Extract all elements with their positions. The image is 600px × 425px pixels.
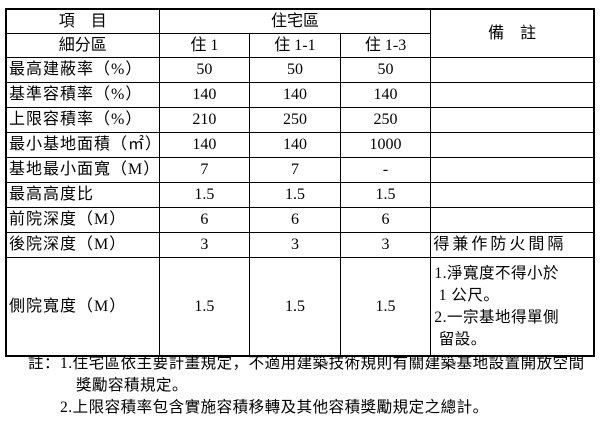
- table-row-max-far: 上限容積率（%） 210 250 250: [5, 107, 595, 133]
- cell-value: 1.5: [339, 257, 432, 357]
- table-row-rear-yard: 後院深度（M） 3 3 3 得兼作防火間隔: [5, 232, 595, 258]
- row-label: 最高高度比: [5, 182, 160, 208]
- cell-remark: 得兼作防火間隔: [430, 232, 595, 258]
- header-zone-group-cell: 住宅區: [158, 8, 432, 34]
- table-row-front-yard: 前院深度（M） 6 6 6: [5, 207, 595, 233]
- col-header-zone-1: 住 1: [158, 33, 251, 58]
- footnote-line-1: 註：1.住宅區依主要計畫規定，不適用建築技術規則有關建築基地設置開放空間: [28, 355, 585, 372]
- cell-value: 3: [339, 232, 432, 258]
- row-label: 後院深度（M）: [5, 232, 160, 258]
- cell-remark: 1.淨寬度不得小於 1 公尺。 2.一宗基地得單側 留設。: [430, 257, 595, 357]
- header-subdivision-cell: 細分區: [5, 33, 160, 58]
- cell-value: 1000: [339, 132, 432, 158]
- cell-value: 6: [339, 207, 432, 233]
- cell-value: -: [339, 157, 432, 183]
- cell-value: 140: [158, 82, 251, 108]
- row-label: 前院深度（M）: [5, 207, 160, 233]
- cell-value: 1.5: [249, 257, 341, 357]
- row-label: 側院寬度（M）: [5, 257, 160, 357]
- cell-remark: [430, 207, 595, 233]
- zoning-spec-table: 項 目 住宅區 備 註 細分區 住 1 住 1-1 住 1-3 最高建蔽率（%）…: [5, 8, 595, 357]
- cell-value: 6: [158, 207, 251, 233]
- cell-value: 50: [249, 57, 341, 83]
- row-label: 最高建蔽率（%）: [5, 57, 160, 83]
- row-label: 最小基地面積（㎡）: [5, 132, 160, 158]
- header-remark-cell: 備 註: [430, 8, 595, 58]
- header-row-1: 項 目 住宅區 備 註: [5, 8, 595, 58]
- table-row-min-site-width: 基地最小面寬（M） 7 7 -: [5, 157, 595, 183]
- cell-value: 50: [158, 57, 251, 83]
- cell-remark: [430, 182, 595, 208]
- cell-value: 140: [249, 132, 341, 158]
- cell-value: 250: [339, 107, 432, 133]
- col-header-zone-1-1: 住 1-1: [249, 33, 341, 58]
- table-row-side-yard: 側院寬度（M） 1.5 1.5 1.5 1.淨寬度不得小於 1 公尺。 2.一宗…: [5, 257, 595, 357]
- cell-value: 1.5: [339, 182, 432, 208]
- cell-value: 3: [249, 232, 341, 258]
- table-row-max-height-ratio: 最高高度比 1.5 1.5 1.5: [5, 182, 595, 208]
- cell-value: 7: [158, 157, 251, 183]
- cell-value: 1.5: [158, 257, 251, 357]
- cell-remark: [430, 132, 595, 158]
- header-row-2: 細分區 住 1 住 1-1 住 1-3: [5, 33, 594, 58]
- table-row-max-coverage: 最高建蔽率（%） 50 50 50: [5, 57, 595, 83]
- row-label: 基準容積率（%）: [5, 82, 160, 108]
- cell-value: 50: [339, 57, 432, 83]
- cell-value: 6: [249, 207, 341, 233]
- cell-value: 1.5: [158, 182, 251, 208]
- cell-remark: [430, 157, 595, 183]
- cell-value: 140: [158, 132, 251, 158]
- row-label: 上限容積率（%）: [5, 107, 160, 133]
- cell-value: 140: [339, 82, 432, 108]
- footnote-line-2: 獎勵容積規定。: [76, 377, 189, 394]
- cell-remark: [430, 82, 595, 108]
- cell-value: 3: [158, 232, 251, 258]
- table-row-base-far: 基準容積率（%） 140 140 140: [5, 82, 595, 108]
- cell-value: 7: [249, 157, 341, 183]
- header-item-cell: 項 目: [5, 8, 160, 34]
- col-header-zone-1-3: 住 1-3: [339, 33, 432, 58]
- row-label: 基地最小面寬（M）: [5, 157, 160, 183]
- footnote-line-3: 2.上限容積率包含實施容積移轉及其他容積獎勵規定之總計。: [60, 399, 489, 416]
- footnotes: 註：1.住宅區依主要計畫規定，不適用建築技術規則有關建築基地設置開放空間 獎勵容…: [0, 353, 600, 419]
- table-row-min-site-area: 最小基地面積（㎡） 140 140 1000: [5, 132, 595, 158]
- cell-value: 1.5: [249, 182, 341, 208]
- cell-remark: [430, 107, 595, 133]
- cell-value: 250: [249, 107, 341, 133]
- cell-value: 140: [249, 82, 341, 108]
- cell-value: 210: [158, 107, 251, 133]
- cell-remark: [430, 57, 595, 83]
